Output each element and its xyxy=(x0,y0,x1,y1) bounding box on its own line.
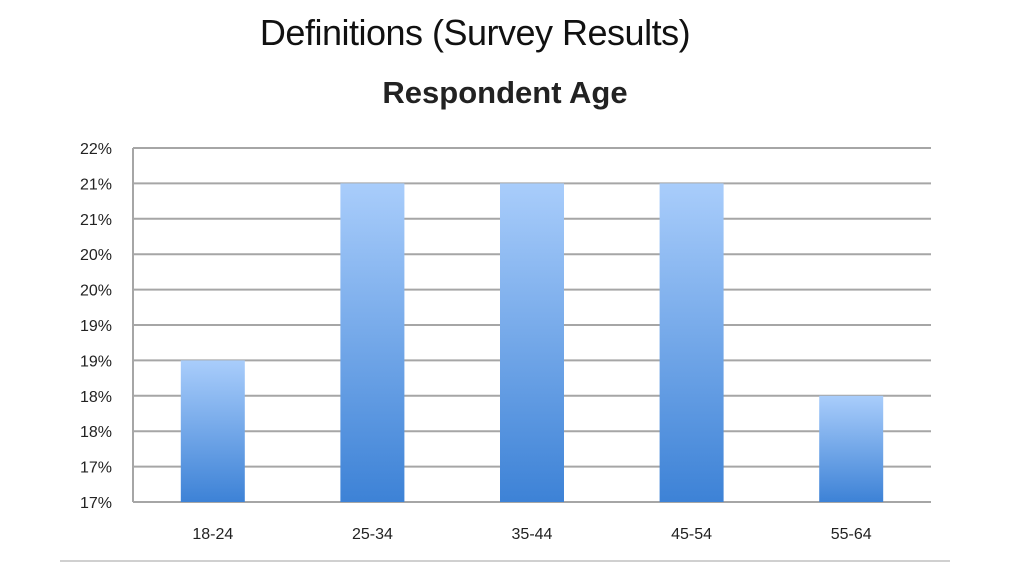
bar-18-24 xyxy=(180,360,245,502)
y-tick-label: 21% xyxy=(80,176,112,193)
bar-35-44 xyxy=(500,183,564,502)
x-tick-label: 35-44 xyxy=(512,526,553,543)
x-tick-label: 55-64 xyxy=(831,526,872,543)
y-tick-label: 20% xyxy=(80,247,112,264)
bars xyxy=(180,183,884,502)
x-tick-label: 18-24 xyxy=(192,526,233,543)
y-tick-label: 18% xyxy=(80,424,112,441)
y-axis-ticks: 17% 17% 18% 18% 19% 19% 20% 20% 21% 21% 22% xyxy=(80,141,112,512)
x-tick-label: 45-54 xyxy=(671,526,712,543)
y-tick-label: 21% xyxy=(80,212,112,229)
y-tick-label: 19% xyxy=(80,353,112,370)
y-tick-label: 20% xyxy=(80,283,112,300)
slide-title: Definitions (Survey Results) xyxy=(259,12,691,53)
y-tick-label: 17% xyxy=(80,460,112,477)
divider-line xyxy=(60,560,950,562)
x-axis-ticks: 18-24 25-34 35-44 45-54 55-64 xyxy=(192,526,871,543)
y-tick-label: 18% xyxy=(80,389,112,406)
y-tick-label: 22% xyxy=(80,141,112,158)
bar-45-54 xyxy=(659,183,724,502)
x-tick-label: 25-34 xyxy=(352,526,393,543)
y-tick-label: 19% xyxy=(80,318,112,335)
bar-55-64 xyxy=(819,395,884,502)
chart-title: Respondent Age xyxy=(382,75,627,110)
y-tick-label: 17% xyxy=(80,495,112,512)
bar-25-34 xyxy=(340,183,405,502)
